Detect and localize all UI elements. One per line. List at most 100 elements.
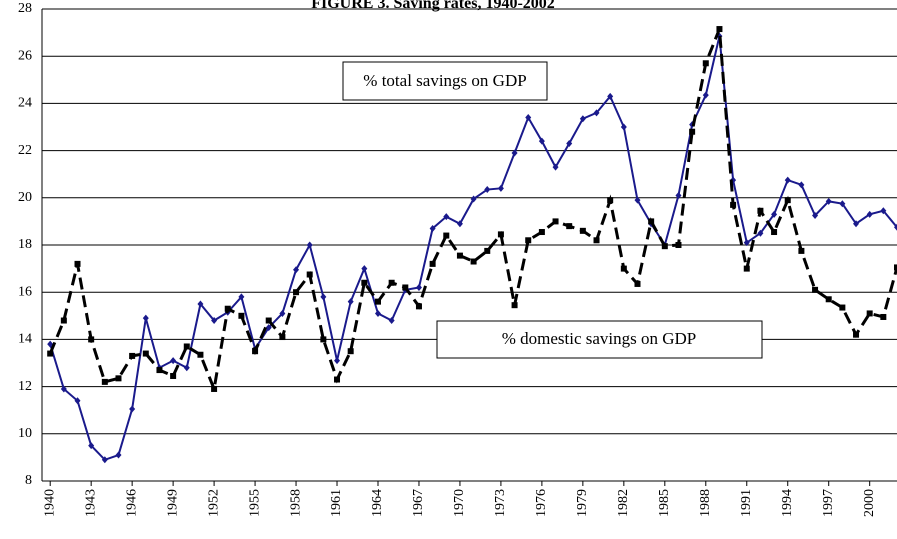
- point: [784, 176, 791, 184]
- point: [47, 350, 54, 357]
- point: [347, 348, 354, 355]
- point: [429, 224, 436, 232]
- x-tick-label: 1949: [165, 489, 180, 517]
- point: [880, 207, 887, 215]
- point: [538, 229, 545, 236]
- point: [320, 336, 327, 343]
- x-tick-label: 1952: [206, 489, 221, 517]
- point: [347, 298, 354, 306]
- x-tick-label: 1967: [411, 489, 426, 517]
- point: [197, 351, 204, 358]
- point: [170, 372, 177, 379]
- point: [88, 336, 95, 343]
- point: [197, 300, 204, 308]
- point: [661, 243, 668, 250]
- point: [443, 232, 450, 239]
- point: [60, 317, 67, 324]
- series-line: [48, 28, 897, 395]
- point: [784, 197, 791, 204]
- point: [552, 218, 559, 225]
- point: [689, 128, 696, 135]
- point: [183, 364, 190, 372]
- point: [47, 340, 54, 348]
- point: [866, 210, 873, 218]
- point: [853, 220, 860, 228]
- point: [702, 91, 709, 99]
- point: [88, 442, 95, 450]
- point: [142, 350, 149, 357]
- point: [265, 324, 272, 332]
- point: [361, 279, 368, 286]
- point: [552, 163, 559, 171]
- point: [607, 197, 614, 204]
- x-tick-label: 1991: [739, 489, 754, 517]
- annotation-box: [436, 320, 763, 359]
- point: [593, 237, 600, 244]
- point: [456, 252, 463, 259]
- point: [825, 197, 832, 205]
- x-tick-label: 1973: [493, 489, 508, 517]
- point: [743, 239, 750, 247]
- point: [74, 397, 81, 405]
- point: [101, 456, 108, 464]
- x-tick-label: 1955: [247, 489, 262, 517]
- point: [511, 149, 518, 157]
- point: [334, 357, 341, 365]
- point: [415, 283, 422, 291]
- point: [388, 279, 395, 286]
- point: [566, 140, 573, 148]
- x-tick-label: 1958: [288, 489, 303, 517]
- point: [634, 196, 641, 204]
- y-tick-label: 12: [18, 379, 32, 394]
- point: [60, 385, 67, 393]
- point: [593, 109, 600, 117]
- y-tick-label: 24: [18, 96, 32, 111]
- point: [771, 210, 778, 218]
- x-tick-label: 1940: [42, 489, 57, 517]
- point: [456, 220, 463, 228]
- point: [484, 186, 491, 194]
- annotation: % domestic savings on GDP: [502, 329, 697, 348]
- point: [224, 305, 231, 312]
- x-tick-label: 1997: [821, 489, 836, 517]
- point: [265, 317, 272, 324]
- point: [415, 303, 422, 310]
- x-tick-label: 1943: [83, 489, 98, 517]
- point: [497, 231, 504, 238]
- plot: 8 10 12 14 16 18 20 22 24 26 28 1940 1943 1946 1949 195…: [18, 1, 897, 517]
- y-tick-label: 14: [18, 332, 32, 347]
- point: [279, 334, 286, 341]
- x-tick-label: 1988: [698, 489, 713, 517]
- point: [129, 405, 136, 413]
- point: [511, 302, 518, 309]
- x-tick-label: 1994: [780, 489, 795, 517]
- point: [675, 242, 682, 248]
- point: [648, 218, 655, 225]
- point: [115, 375, 122, 382]
- point: [525, 237, 532, 244]
- y-tick-label: 16: [18, 284, 32, 299]
- y-tick-label: 20: [18, 190, 32, 205]
- point: [771, 229, 778, 236]
- point: [429, 260, 436, 267]
- point: [388, 317, 395, 325]
- point: [812, 212, 819, 219]
- point: [702, 60, 709, 67]
- point: [101, 378, 108, 385]
- x-tick-label: 2000: [862, 489, 877, 517]
- x-tick-label: 1961: [329, 489, 344, 517]
- point: [306, 241, 313, 249]
- point: [757, 229, 764, 237]
- point: [334, 376, 341, 383]
- point: [579, 227, 586, 234]
- point: [607, 92, 614, 100]
- x-tick-label: 1985: [657, 489, 672, 517]
- point: [757, 207, 764, 214]
- point: [374, 298, 381, 305]
- point: [320, 293, 327, 301]
- annotation-box: [342, 61, 548, 101]
- point: [716, 26, 723, 33]
- point: [730, 201, 737, 208]
- x-tick-label: 1946: [124, 489, 139, 517]
- point: [279, 309, 286, 317]
